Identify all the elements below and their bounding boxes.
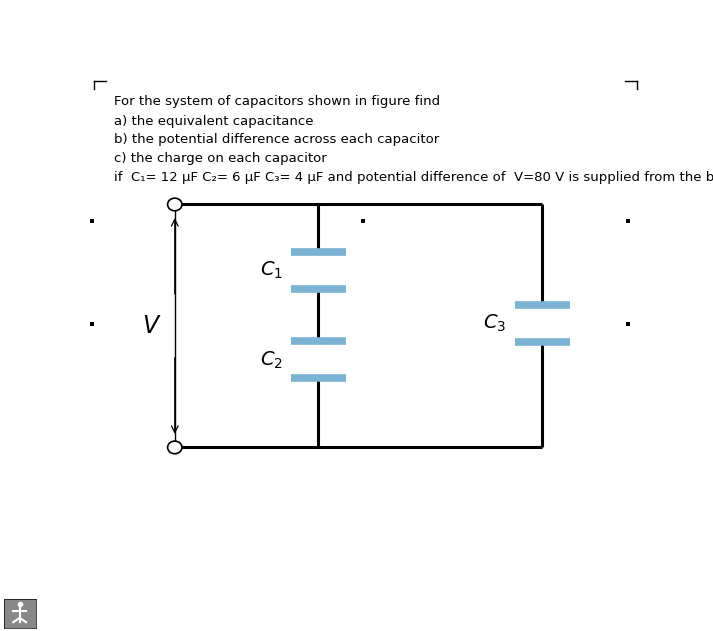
- Text: For the system of capacitors shown in figure find: For the system of capacitors shown in fi…: [114, 95, 440, 108]
- Text: $C_1$: $C_1$: [260, 259, 282, 281]
- Text: c) the charge on each capacitor: c) the charge on each capacitor: [114, 151, 327, 165]
- Text: b) the potential difference across each capacitor: b) the potential difference across each …: [114, 133, 439, 146]
- Circle shape: [168, 198, 182, 211]
- Text: $V$: $V$: [142, 314, 161, 338]
- Text: a) the equivalent capacitance: a) the equivalent capacitance: [114, 115, 314, 127]
- Text: $C_3$: $C_3$: [483, 313, 506, 334]
- Text: $C_2$: $C_2$: [260, 350, 282, 370]
- Circle shape: [168, 441, 182, 454]
- Text: if  C₁= 12 μF C₂= 6 μF C₃= 4 μF and potential difference of  V=80 V is supplied : if C₁= 12 μF C₂= 6 μF C₃= 4 μF and poten…: [114, 171, 713, 184]
